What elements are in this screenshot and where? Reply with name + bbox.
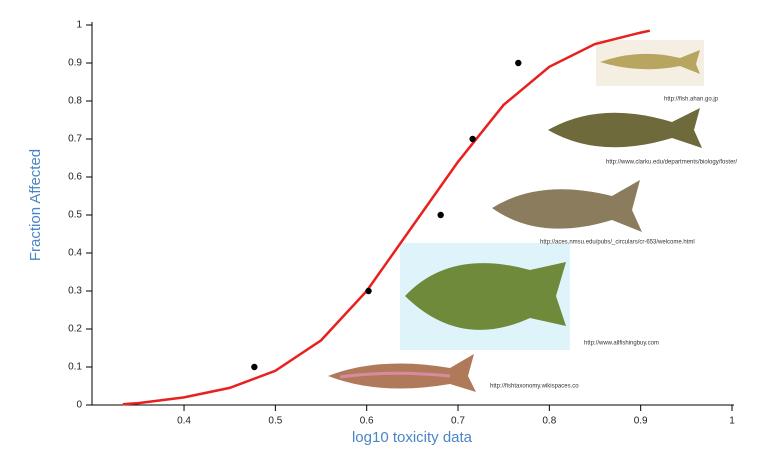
y-tick-label: 1 (76, 20, 82, 31)
x-tick-label: 0.9 (634, 416, 648, 427)
y-tick-label: 0.4 (68, 248, 82, 259)
y-tick-label: 0.8 (68, 96, 82, 107)
x-tick-label: 1 (729, 416, 735, 427)
fish-images (328, 40, 704, 392)
fish-5-stripe (339, 371, 451, 379)
image-credit: http://aces.nmsu.edu/pubs/_circulars/cr-… (540, 240, 695, 246)
y-tick-label: 0.1 (68, 362, 82, 373)
data-point (437, 211, 444, 219)
y-tick-label: 0.9 (68, 58, 82, 69)
y-tick-label: 0.2 (68, 324, 82, 335)
x-axis-title: log10 toxicity data (352, 429, 473, 446)
fit-curve (122, 29, 651, 406)
y-tick-label: 0.6 (68, 172, 82, 183)
y-tick-label: 0.7 (68, 134, 82, 145)
fish-4 (405, 262, 566, 330)
x-tick-label: 0.5 (268, 416, 282, 427)
x-tick-label: 0.7 (451, 416, 465, 427)
image-credit: http://fishtaxonomy.wikispaces.co (490, 384, 579, 390)
data-point (469, 135, 476, 143)
fish-1 (600, 50, 700, 74)
y-tick-label: 0.5 (68, 210, 82, 221)
y-axis-title: Fraction Affected (27, 149, 44, 261)
image-credit: http://www.clarku.edu/departments/biolog… (606, 160, 737, 166)
x-tick-label: 0.4 (177, 416, 191, 427)
x-tick-label: 0.8 (542, 416, 556, 427)
y-tick-label: 0 (76, 400, 82, 411)
data-point (365, 287, 372, 295)
data-point (515, 59, 522, 67)
data-point (251, 363, 258, 371)
fish-2 (548, 108, 702, 148)
image-credit: http://fish.ahan.go.jp (664, 97, 719, 103)
x-tick-label: 0.6 (360, 416, 374, 427)
y-tick-label: 0.3 (68, 286, 82, 297)
fish-3 (492, 180, 642, 232)
image-credit: http://www.allfishingbuy.com (584, 341, 659, 347)
